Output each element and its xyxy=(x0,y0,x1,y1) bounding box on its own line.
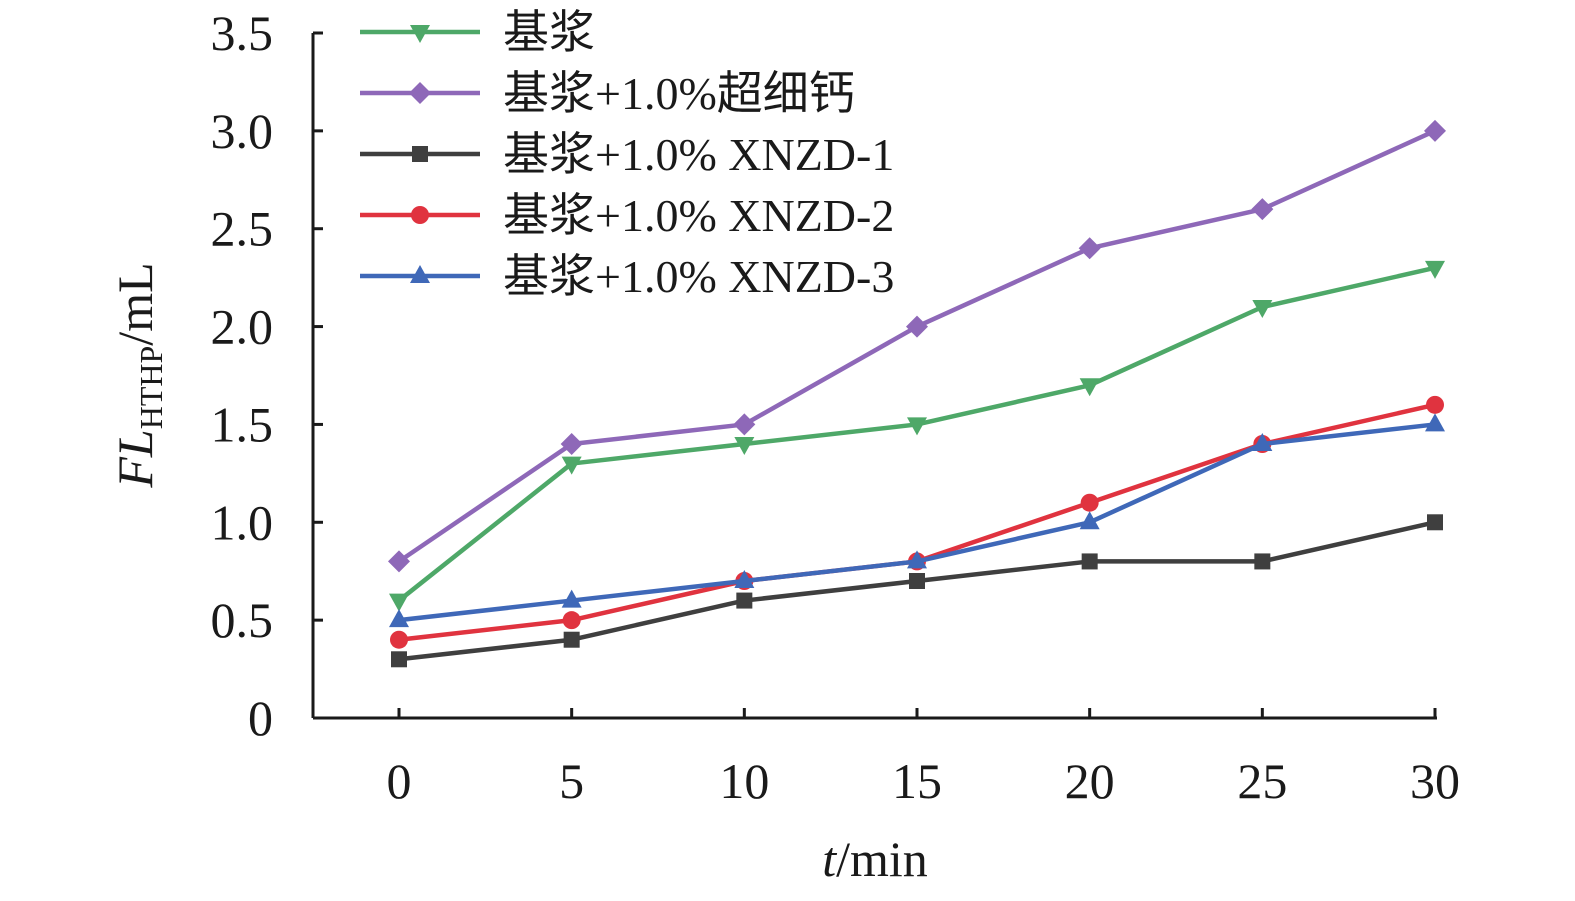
data-point xyxy=(1427,514,1443,531)
data-point xyxy=(1254,553,1271,570)
legend-marker xyxy=(412,146,428,162)
legend-item-2: 基浆+1.0%超细钙 xyxy=(360,68,855,119)
legend-item-1: 基浆 xyxy=(360,7,595,58)
legend-item-3: 基浆+1.0% XNZD-1 xyxy=(360,129,894,180)
series-1 xyxy=(389,260,1445,612)
y-tick-label: 2.0 xyxy=(211,299,274,355)
y-axis-title: FLHTHP/mL xyxy=(107,262,169,488)
legend-marker xyxy=(409,82,431,104)
data-point xyxy=(389,609,409,628)
series-5 xyxy=(389,413,1445,628)
data-point xyxy=(906,315,928,338)
data-point xyxy=(734,570,755,588)
axes: 0 0.5 1.0 1.5 2.0 2.5 3.0 3.5 0 5 10 15 20 25 30 xyxy=(211,5,1461,809)
legend-label: 基浆+1.0%超细钙 xyxy=(503,68,855,119)
data-point xyxy=(561,456,582,475)
y-tick-label: 3.0 xyxy=(211,103,274,159)
data-point xyxy=(563,631,580,648)
legend-label: 基浆+1.0% XNZD-1 xyxy=(503,129,894,180)
data-point xyxy=(1425,260,1445,279)
series-2 xyxy=(388,119,1446,573)
legend-label: 基浆+1.0% XNZD-2 xyxy=(503,190,894,241)
data-point xyxy=(1425,413,1445,432)
data-point xyxy=(1252,300,1273,318)
legend-marker xyxy=(410,265,430,283)
data-point xyxy=(1251,198,1274,221)
x-tick-label: 0 xyxy=(387,753,412,809)
data-point xyxy=(1078,237,1101,260)
data-point xyxy=(389,593,409,612)
data-point xyxy=(560,433,583,455)
data-point xyxy=(388,550,410,573)
data-point xyxy=(907,550,927,569)
y-tick-label: 0.5 xyxy=(211,592,274,648)
data-point xyxy=(909,573,925,589)
x-tick-label: 25 xyxy=(1237,753,1287,809)
data-point xyxy=(390,630,408,649)
legend-label: 基浆 xyxy=(503,7,595,58)
x-tick-label: 5 xyxy=(559,753,584,809)
series-line xyxy=(398,520,1436,662)
data-point xyxy=(391,651,407,668)
data-point xyxy=(1426,395,1444,414)
y-tick-label: 0 xyxy=(248,690,273,746)
data-point xyxy=(736,592,753,609)
data-point xyxy=(561,589,582,608)
series-layer xyxy=(388,119,1446,668)
data-point xyxy=(907,417,927,436)
data-point xyxy=(734,437,755,455)
legend-item-5: 基浆+1.0% XNZD-3 xyxy=(360,251,894,302)
y-tick-label: 3.5 xyxy=(211,5,274,61)
data-point xyxy=(1424,119,1446,142)
data-point xyxy=(1079,511,1100,530)
y-tick-label: 1.5 xyxy=(211,396,274,452)
legend-item-4: 基浆+1.0% XNZD-2 xyxy=(360,190,894,241)
data-point xyxy=(1080,493,1099,512)
data-point xyxy=(1081,553,1098,570)
x-tick-label: 30 xyxy=(1410,753,1460,809)
y-tick-label: 1.0 xyxy=(211,494,274,550)
legend-label: 基浆+1.0% XNZD-3 xyxy=(503,251,894,302)
legend-marker xyxy=(410,25,430,43)
legend-marker xyxy=(411,206,429,224)
data-point xyxy=(1079,378,1100,397)
x-axis-title: t/min xyxy=(822,831,928,887)
data-point xyxy=(562,611,581,630)
y-tick-label: 2.5 xyxy=(211,201,274,257)
series-3 xyxy=(391,514,1443,668)
x-tick-label: 20 xyxy=(1065,753,1115,809)
x-tick-label: 15 xyxy=(892,753,942,809)
data-point xyxy=(733,413,756,436)
data-point xyxy=(1252,433,1273,451)
x-tick-label: 10 xyxy=(719,753,769,809)
